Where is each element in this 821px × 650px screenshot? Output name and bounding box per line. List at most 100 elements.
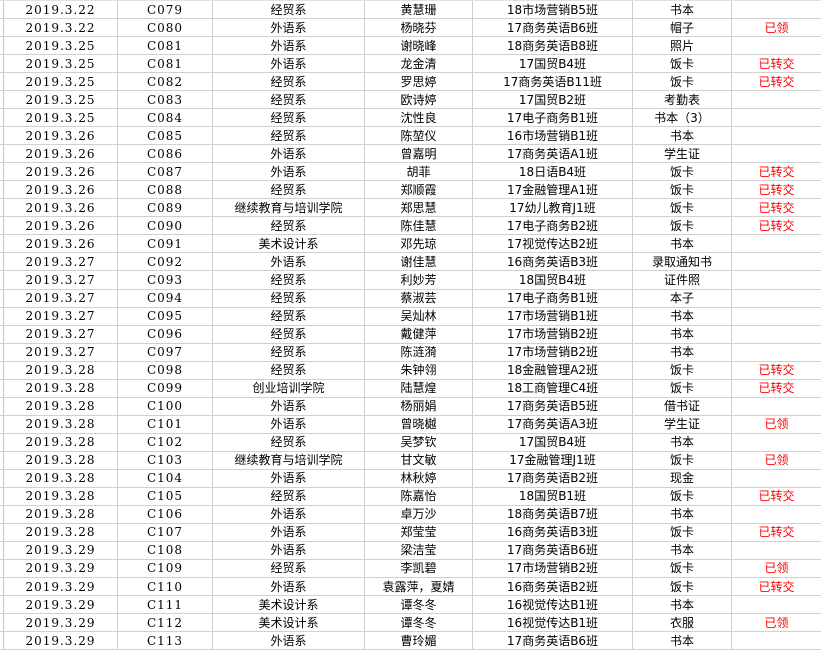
cell-date[interactable]: 2019.3.29 [4,578,118,596]
cell-code[interactable]: C099 [118,379,213,397]
cell-department[interactable]: 外语系 [213,541,365,559]
cell-class[interactable]: 17幼儿教育J1班 [473,199,633,217]
cell-class[interactable]: 18日语B4班 [473,163,633,181]
cell-date[interactable]: 2019.3.29 [4,596,118,614]
cell-name[interactable]: 陆慧煌 [365,379,473,397]
cell-name[interactable]: 林秋婷 [365,469,473,487]
cell-class[interactable]: 17市场营销B2班 [473,325,633,343]
cell-item[interactable]: 书本 [633,596,732,614]
cell-department[interactable]: 经贸系 [213,1,365,19]
cell-class[interactable]: 17金融管理A1班 [473,181,633,199]
cell-department[interactable]: 经贸系 [213,325,365,343]
cell-date[interactable]: 2019.3.29 [4,541,118,559]
cell-status[interactable] [732,253,821,270]
cell-class[interactable]: 17视觉传达B2班 [473,235,633,253]
cell-date[interactable]: 2019.3.29 [4,632,118,650]
cell-class[interactable]: 17商务英语A3班 [473,415,633,433]
cell-name[interactable]: 李凯碧 [365,559,473,577]
cell-code[interactable]: C081 [118,55,213,73]
cell-department[interactable]: 外语系 [213,163,365,181]
cell-department[interactable]: 美术设计系 [213,614,365,632]
cell-status[interactable] [732,290,821,307]
cell-name[interactable]: 郑顺霞 [365,181,473,199]
cell-code[interactable]: C086 [118,145,213,163]
cell-class[interactable]: 17商务英语B6班 [473,19,633,37]
cell-item[interactable]: 饭卡 [633,523,732,541]
cell-status[interactable] [732,1,821,18]
cell-class[interactable]: 17电子商务B1班 [473,289,633,307]
cell-code[interactable]: C094 [118,289,213,307]
cell-date[interactable]: 2019.3.26 [4,199,118,217]
cell-name[interactable]: 龙金清 [365,55,473,73]
cell-item[interactable]: 书本 [633,325,732,343]
cell-status[interactable] [732,271,821,288]
cell-date[interactable]: 2019.3.28 [4,397,118,415]
cell-item[interactable]: 现金 [633,469,732,487]
cell-item[interactable]: 饭卡 [633,451,732,469]
cell-item[interactable]: 饭卡 [633,181,732,199]
cell-name[interactable]: 陈堃仪 [365,127,473,145]
cell-date[interactable]: 2019.3.28 [4,487,118,505]
cell-name[interactable]: 甘文敏 [365,451,473,469]
cell-status[interactable] [732,344,821,361]
cell-department[interactable]: 外语系 [213,19,365,37]
cell-date[interactable]: 2019.3.27 [4,253,118,271]
cell-class[interactable]: 17国贸B4班 [473,55,633,73]
cell-department[interactable]: 外语系 [213,469,365,487]
cell-name[interactable]: 陈涟漪 [365,343,473,361]
cell-department[interactable]: 经贸系 [213,109,365,127]
cell-code[interactable]: C100 [118,397,213,415]
cell-status[interactable] [732,470,821,487]
cell-date[interactable]: 2019.3.25 [4,55,118,73]
cell-code[interactable]: C106 [118,505,213,523]
cell-class[interactable]: 17商务英语B2班 [473,469,633,487]
cell-class[interactable]: 17电子商务B1班 [473,109,633,127]
cell-status[interactable]: 已领 [764,453,789,468]
cell-department[interactable]: 经贸系 [213,433,365,451]
cell-date[interactable]: 2019.3.28 [4,523,118,541]
cell-status[interactable] [732,145,821,162]
cell-name[interactable]: 谭冬冬 [365,596,473,614]
cell-code[interactable]: C108 [118,541,213,559]
cell-code[interactable]: C082 [118,73,213,91]
cell-department[interactable]: 经贸系 [213,487,365,505]
cell-name[interactable]: 杨丽娟 [365,397,473,415]
cell-status[interactable]: 已转交 [758,218,795,233]
cell-item[interactable]: 书本 [633,1,732,19]
cell-date[interactable]: 2019.3.26 [4,163,118,181]
cell-status[interactable] [732,308,821,325]
cell-name[interactable]: 欧诗婷 [365,91,473,109]
cell-name[interactable]: 吴梦钦 [365,433,473,451]
cell-date[interactable]: 2019.3.27 [4,343,118,361]
cell-status[interactable]: 已转交 [758,164,795,179]
cell-code[interactable]: C098 [118,361,213,379]
cell-item[interactable]: 书本 [633,235,732,253]
cell-name[interactable]: 蔡淑芸 [365,289,473,307]
cell-date[interactable]: 2019.3.25 [4,73,118,91]
cell-department[interactable]: 美术设计系 [213,596,365,614]
cell-department[interactable]: 经贸系 [213,343,365,361]
cell-status[interactable] [732,91,821,108]
cell-item[interactable]: 书本 [633,307,732,325]
cell-date[interactable]: 2019.3.28 [4,505,118,523]
cell-name[interactable]: 曾晓樾 [365,415,473,433]
cell-code[interactable]: C084 [118,109,213,127]
cell-class[interactable]: 16市场营销B1班 [473,127,633,145]
cell-class[interactable]: 17商务英语B11班 [473,73,633,91]
cell-name[interactable]: 陈嘉怡 [365,487,473,505]
cell-item[interactable]: 书本 [633,505,732,523]
cell-item[interactable]: 证件照 [633,271,732,289]
cell-date[interactable]: 2019.3.25 [4,109,118,127]
cell-item[interactable]: 书本 [633,632,732,650]
cell-name[interactable]: 沈性良 [365,109,473,127]
cell-status[interactable] [732,326,821,343]
cell-date[interactable]: 2019.3.28 [4,415,118,433]
cell-code[interactable]: C105 [118,487,213,505]
cell-date[interactable]: 2019.3.27 [4,289,118,307]
cell-department[interactable]: 外语系 [213,253,365,271]
cell-status[interactable] [732,596,821,613]
cell-item[interactable]: 照片 [633,37,732,55]
cell-item[interactable]: 书本 [633,343,732,361]
cell-date[interactable]: 2019.3.25 [4,37,118,55]
cell-class[interactable]: 18商务英语B7班 [473,505,633,523]
